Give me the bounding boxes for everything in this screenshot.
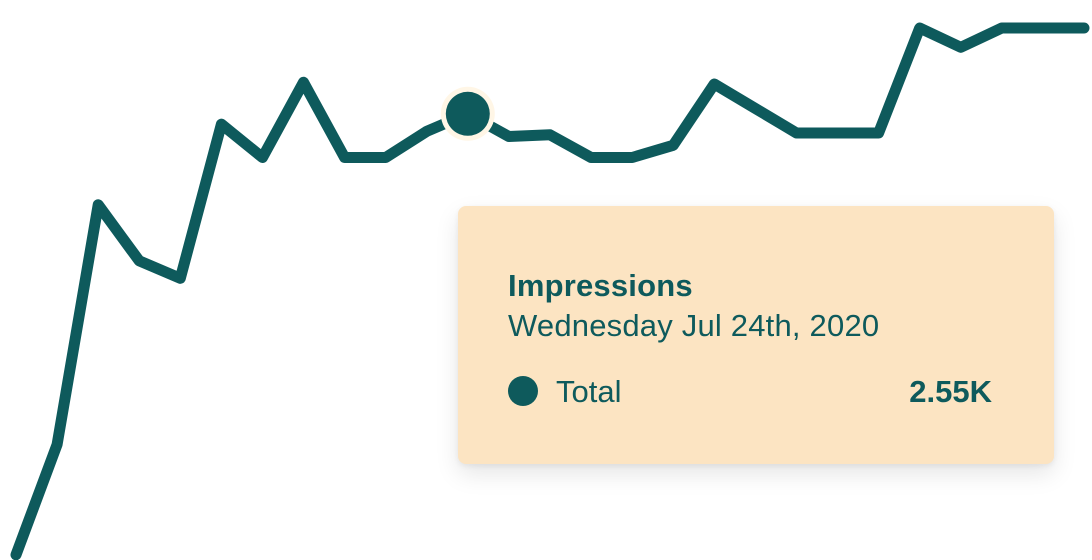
highlight-marker[interactable] xyxy=(445,91,490,136)
data-point[interactable] xyxy=(585,152,597,164)
tooltip-title: Impressions xyxy=(508,268,693,303)
data-point[interactable] xyxy=(257,152,269,164)
data-point[interactable] xyxy=(708,78,720,90)
data-point[interactable] xyxy=(421,125,433,137)
data-point[interactable] xyxy=(749,103,761,115)
data-point[interactable] xyxy=(1078,22,1090,34)
tooltip-series-label: Total xyxy=(556,374,622,409)
data-point[interactable] xyxy=(873,127,885,139)
data-point[interactable] xyxy=(51,439,63,451)
data-tooltip: Impressions Wednesday Jul 24th, 2020 Tot… xyxy=(458,206,1054,464)
tooltip-value: 2.55K xyxy=(909,374,992,409)
data-point[interactable] xyxy=(667,139,679,151)
series-line-group xyxy=(10,22,1090,560)
data-point[interactable] xyxy=(503,131,515,143)
series-line xyxy=(10,22,1090,560)
data-point[interactable] xyxy=(544,129,556,141)
data-point[interactable] xyxy=(626,152,638,164)
data-point[interactable] xyxy=(339,152,351,164)
data-point[interactable] xyxy=(1037,22,1049,34)
tooltip-series-row: Total 2.55K xyxy=(508,374,992,410)
data-point[interactable] xyxy=(791,127,803,139)
marker-group xyxy=(51,22,1090,451)
data-point[interactable] xyxy=(955,41,967,53)
tooltip-date: Wednesday Jul 24th, 2020 xyxy=(508,308,880,343)
data-point[interactable] xyxy=(914,22,926,34)
data-point[interactable] xyxy=(174,272,186,284)
series-color-dot xyxy=(508,376,538,406)
data-point[interactable] xyxy=(215,118,227,130)
data-point[interactable] xyxy=(92,199,104,211)
data-point[interactable] xyxy=(298,76,310,88)
data-point[interactable] xyxy=(380,152,392,164)
data-point[interactable] xyxy=(996,22,1008,34)
data-point[interactable] xyxy=(832,127,844,139)
data-point[interactable] xyxy=(133,255,145,267)
